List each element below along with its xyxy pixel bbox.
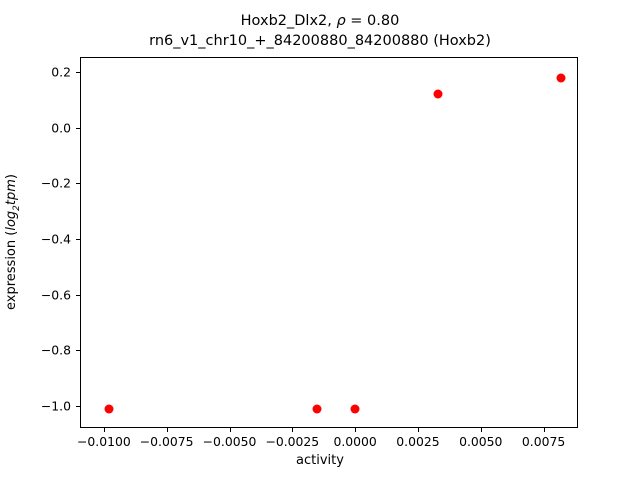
y-tick-label: −0.4 — [40, 231, 71, 247]
x-tick-mark — [292, 428, 294, 432]
y-tick-mark — [76, 294, 80, 296]
chart-title-pair-label: Hoxb2_Dlx2, — [240, 13, 337, 29]
x-tick-label: 0.0000 — [333, 434, 377, 449]
x-tick-mark — [417, 428, 419, 432]
y-tick-label: −1.0 — [40, 398, 71, 414]
x-tick-label: 0.0050 — [459, 434, 503, 449]
plot-area — [80, 57, 578, 428]
y-tick-mark — [76, 127, 80, 129]
y-tick-label: 0.0 — [51, 120, 71, 136]
rho-symbol: ρ — [336, 13, 346, 29]
y-axis-label-base: 2 — [11, 205, 22, 211]
x-tick-mark — [355, 428, 357, 432]
rho-value: = 0.80 — [345, 13, 400, 29]
y-tick-mark — [76, 405, 80, 407]
x-tick-mark — [480, 428, 482, 432]
chart-title: Hoxb2_Dlx2, ρ = 0.80 rn6_v1_chr10_+_8420… — [0, 11, 640, 51]
y-tick-label: −0.6 — [40, 287, 71, 302]
y-axis-label-log: log — [4, 210, 20, 231]
data-point — [350, 404, 360, 414]
x-tick-label: −0.0100 — [76, 434, 131, 449]
x-axis-label: activity — [296, 453, 344, 468]
x-tick-mark — [543, 428, 545, 432]
data-point — [312, 404, 322, 414]
y-axis-label-suffix: ) — [4, 174, 20, 180]
data-point — [556, 73, 566, 83]
x-tick-mark — [229, 428, 231, 432]
x-tick-mark — [103, 428, 105, 432]
x-tick-label: 0.0025 — [396, 434, 440, 449]
y-tick-mark — [76, 183, 80, 185]
data-point — [104, 404, 114, 414]
x-tick-label: −0.0075 — [139, 434, 194, 449]
y-tick-label: 0.2 — [51, 64, 71, 80]
y-tick-label: −0.8 — [40, 342, 71, 358]
y-axis-label-prefix: expression ( — [4, 230, 20, 310]
chart-title-line-1: Hoxb2_Dlx2, ρ = 0.80 — [0, 11, 640, 31]
y-tick-mark — [76, 350, 80, 352]
y-tick-mark — [76, 72, 80, 74]
x-tick-label: 0.0075 — [521, 434, 566, 449]
chart-title-line-2: rn6_v1_chr10_+_84200880_84200880 (Hoxb2) — [149, 33, 491, 49]
x-tick-label: −0.0025 — [265, 434, 320, 449]
x-tick-mark — [166, 428, 168, 432]
y-axis-label-tpm: tpm — [4, 179, 20, 206]
y-axis-label: expression (log2tpm) — [4, 174, 22, 310]
y-tick-label: −0.2 — [40, 175, 71, 191]
data-point — [433, 89, 443, 99]
x-tick-label: −0.0050 — [202, 434, 257, 449]
y-tick-mark — [76, 238, 80, 240]
